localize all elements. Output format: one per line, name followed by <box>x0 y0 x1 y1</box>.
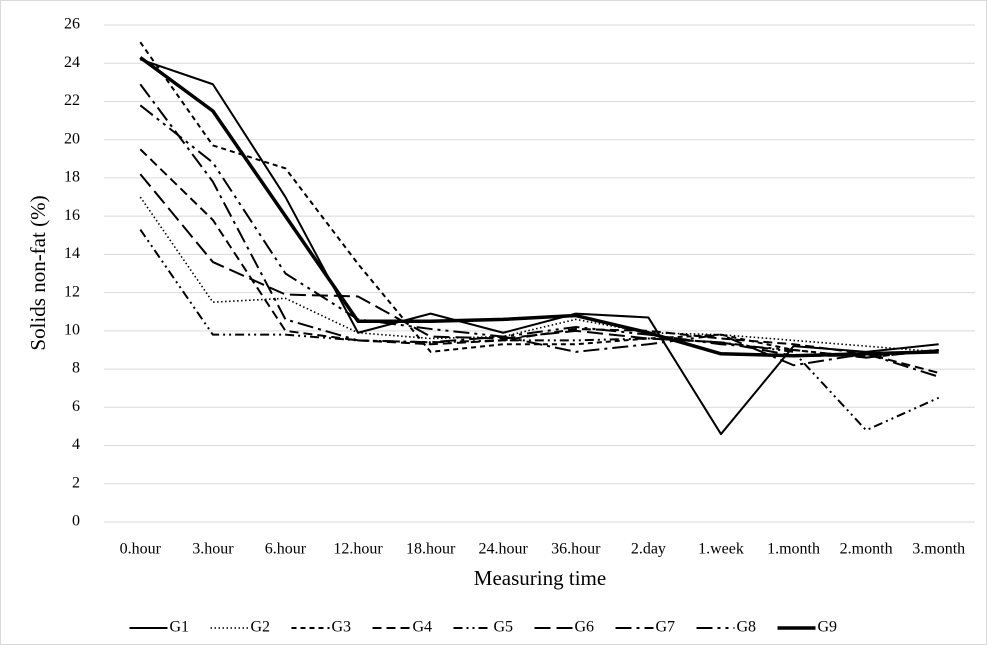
legend-label: G6 <box>575 619 595 636</box>
y-tick-label: 10 <box>64 322 80 339</box>
x-tick-label: 1.month <box>767 541 820 558</box>
series-line <box>139 148 939 374</box>
legend-label: G4 <box>413 619 433 636</box>
y-tick-label: 18 <box>64 169 80 186</box>
y-tick-label: 2 <box>72 474 80 491</box>
legend-label: G9 <box>818 619 838 636</box>
y-tick-label: 12 <box>64 283 80 300</box>
x-tick-label: 2.month <box>840 541 893 558</box>
y-tick-label: 0 <box>72 513 80 530</box>
y-tick-label: 8 <box>72 360 80 377</box>
x-tick-label: 2.day <box>631 541 666 558</box>
series-line <box>139 104 939 359</box>
legend-label: G3 <box>332 619 352 636</box>
x-tick-label: 18.hour <box>406 541 456 558</box>
y-tick-label: 24 <box>64 54 80 71</box>
y-tick-label: 6 <box>72 398 80 415</box>
x-axis-title: Measuring time <box>474 566 606 590</box>
y-tick-label: 22 <box>64 92 80 109</box>
series-line <box>139 58 939 436</box>
x-tick-label: 3.hour <box>192 541 234 558</box>
x-tick-label: 24.hour <box>479 541 529 558</box>
legend-label: G7 <box>656 619 676 636</box>
x-tick-label: 36.hour <box>551 541 601 558</box>
y-tick-label: 26 <box>64 16 80 33</box>
series-line <box>139 56 939 358</box>
legend-label: G1 <box>170 619 190 636</box>
x-tick-label: 0.hour <box>120 541 162 558</box>
legend-label: G2 <box>251 619 271 636</box>
series-line <box>139 196 939 353</box>
y-tick-label: 16 <box>64 207 80 224</box>
legend-label: G8 <box>737 619 757 636</box>
x-tick-label: 6.hour <box>265 541 307 558</box>
y-axis-title: Solids non-fat (%) <box>26 195 50 350</box>
y-tick-label: 4 <box>72 436 80 453</box>
y-tick-label: 20 <box>64 130 80 147</box>
x-tick-label: 1.week <box>698 541 744 558</box>
y-tick-label: 14 <box>64 245 80 262</box>
series-line <box>139 83 940 378</box>
legend-label: G5 <box>494 619 514 636</box>
x-tick-label: 12.hour <box>333 541 383 558</box>
series-line <box>139 228 940 432</box>
x-tick-label: 3.month <box>912 541 965 558</box>
